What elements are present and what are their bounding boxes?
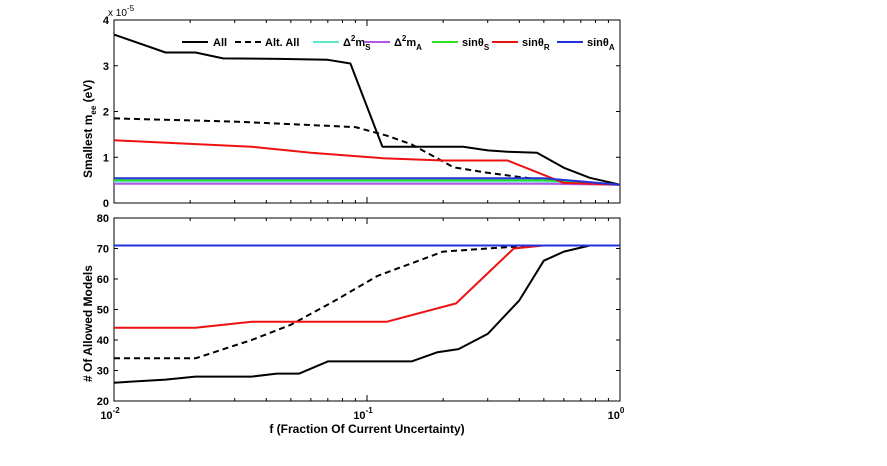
top-series-line--2ma xyxy=(114,182,621,186)
top-y-tick-label: 0 xyxy=(103,198,109,210)
top-y-tick-label: 3 xyxy=(103,61,109,73)
bottom-y-tick-label: 60 xyxy=(97,274,109,286)
legend-label-dms: Δ2mS xyxy=(343,34,371,52)
x-tick-label: 10-2 xyxy=(100,406,120,422)
top-exponent-label: x 10-5 xyxy=(108,4,135,19)
x-tick-label: 10-1 xyxy=(353,406,373,422)
bottom-ticks-group: 20 30 40 50 60 70 80 10-2 10-1 100 xyxy=(97,213,625,422)
bottom-plot-frame xyxy=(113,217,621,402)
legend: All Alt. All Δ2mS Δ2mA sinθS sinθR sinθA xyxy=(182,34,615,52)
top-y-tick-label: 4 xyxy=(103,15,110,27)
top-series-group xyxy=(113,33,621,186)
top-series-line-all xyxy=(113,33,621,186)
bottom-y-tick-label: 50 xyxy=(97,305,109,317)
bottom-y-tick-label: 30 xyxy=(97,366,109,378)
bottom-y-tick-label: 80 xyxy=(97,213,109,225)
bottom-y-axis-label: # Of Allowed Models xyxy=(81,265,95,382)
legend-label-dma: Δ2mA xyxy=(394,34,422,52)
legend-label-alt-all: Alt. All xyxy=(265,37,299,49)
bottom-y-tick-label: 70 xyxy=(97,244,109,256)
top-y-tick-label: 1 xyxy=(103,152,109,164)
x-tick-label: 100 xyxy=(608,406,625,422)
top-y-axis-label: Smallest mee (eV) xyxy=(81,80,98,178)
legend-label-all: All xyxy=(213,37,227,49)
top-series-line-sin-a xyxy=(114,177,621,186)
bottom-series-line-all xyxy=(113,244,620,384)
bottom-series-group xyxy=(113,244,620,384)
bottom-series-line-alt-all xyxy=(114,244,620,360)
bottom-y-tick-label: 20 xyxy=(97,396,109,408)
legend-label-sina: sinθA xyxy=(587,37,615,52)
x-axis-label: f (Fraction Of Current Uncertainty) xyxy=(269,422,464,436)
legend-label-sinr: sinθR xyxy=(522,37,550,52)
top-y-tick-label: 2 xyxy=(103,107,109,119)
bottom-y-tick-label: 40 xyxy=(97,335,109,347)
top-ticks-group: 0 1 2 3 4 xyxy=(103,15,620,210)
legend-label-sins: sinθS xyxy=(462,37,490,52)
